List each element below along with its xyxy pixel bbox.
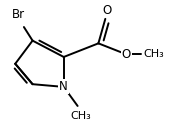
- Text: O: O: [102, 4, 112, 18]
- Text: O: O: [121, 48, 131, 61]
- Text: CH₃: CH₃: [71, 111, 92, 121]
- Text: N: N: [59, 80, 68, 93]
- Text: Br: Br: [12, 8, 25, 21]
- Text: CH₃: CH₃: [143, 49, 164, 59]
